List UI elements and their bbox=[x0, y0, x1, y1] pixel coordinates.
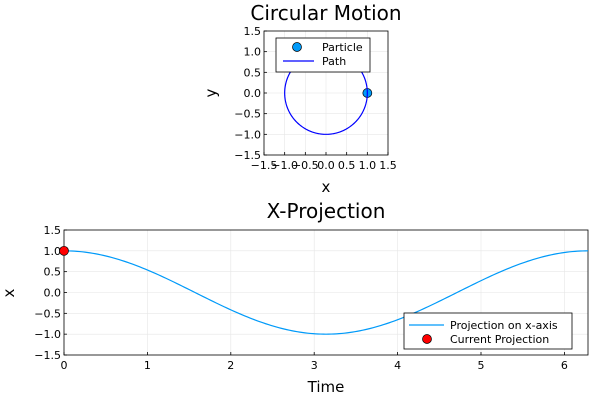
y-tick-label: −1.0 bbox=[34, 328, 61, 341]
y-tick-label: 1.5 bbox=[244, 25, 262, 38]
y-tick-label: 1.5 bbox=[44, 224, 62, 237]
circular-motion-chart: Circular Motion −1.5−1.0−0.50.0 0.5 1.0 1.5… bbox=[202, 1, 402, 196]
legend-label-particle: Particle bbox=[322, 41, 363, 54]
chart-title: Circular Motion bbox=[250, 1, 401, 25]
x-tick-label: 4 bbox=[394, 359, 401, 372]
y-axis-label: x bbox=[0, 288, 18, 297]
x-tick-label: 6 bbox=[561, 359, 568, 372]
x-tick-label: 1.0 bbox=[359, 159, 377, 172]
y-tick-label: −1.0 bbox=[234, 128, 261, 141]
data-layer bbox=[59, 245, 589, 335]
x-tick-label: 3 bbox=[311, 359, 318, 372]
legend: Projection on x-axis Current Projection bbox=[403, 312, 573, 350]
y-tick-label: 1.0 bbox=[244, 46, 262, 59]
legend-marker-current bbox=[422, 334, 432, 344]
legend-box bbox=[403, 312, 573, 350]
x-tick-label: 1 bbox=[144, 359, 151, 372]
series-line bbox=[63, 250, 589, 335]
y-tick-label: −0.5 bbox=[234, 108, 261, 121]
legend: Particle Path bbox=[275, 37, 371, 73]
legend-box bbox=[275, 37, 371, 73]
x-tick-label: 2 bbox=[227, 359, 234, 372]
tick-labels: 0 1 2 3 4 5 6 −1.5 −1.0 −0.5 0.0 0.5 1.0 1.5 bbox=[34, 224, 568, 372]
legend-label-current: Current Projection bbox=[450, 333, 549, 346]
y-tick-label: 0.0 bbox=[44, 287, 62, 300]
y-tick-label: −1.5 bbox=[234, 149, 261, 162]
x-tick-label: 1.5 bbox=[379, 159, 397, 172]
x-tick-label: −0.5 bbox=[292, 159, 319, 172]
x-tick-label: 5 bbox=[477, 359, 484, 372]
legend-label-projection: Projection on x-axis bbox=[450, 319, 558, 332]
x-axis-label: Time bbox=[307, 378, 345, 396]
x-tick-label: 0.0 bbox=[317, 159, 335, 172]
y-tick-label: −0.5 bbox=[34, 307, 61, 320]
chart-title: X-Projection bbox=[267, 199, 386, 223]
x-tick-label: 0 bbox=[61, 359, 68, 372]
y-tick-label: 1.0 bbox=[44, 245, 62, 258]
x-projection-chart: X-Projection 0 1 2 3 4 5 6 −1.5 −1.0 −0.5 0.0 0.5 1.… bbox=[0, 199, 589, 396]
x-tick-label: 0.5 bbox=[338, 159, 356, 172]
x-axis-label: x bbox=[322, 178, 331, 196]
data-point bbox=[59, 245, 69, 256]
legend-marker-particle bbox=[292, 42, 302, 52]
tick-labels: −1.5−1.0−0.50.0 0.5 1.0 1.5−1.5−1.0−0.50.00… bbox=[234, 25, 396, 172]
legend-label-path: Path bbox=[322, 55, 346, 68]
y-tick-label: 0.5 bbox=[44, 266, 62, 279]
y-tick-label: 0.5 bbox=[244, 66, 262, 79]
y-tick-label: 0.0 bbox=[244, 87, 262, 100]
y-axis-label: y bbox=[202, 88, 220, 97]
y-tick-label: −1.5 bbox=[34, 349, 61, 362]
x-tick-label: −1.0 bbox=[271, 159, 298, 172]
x-tick-label: −1.5 bbox=[251, 159, 278, 172]
